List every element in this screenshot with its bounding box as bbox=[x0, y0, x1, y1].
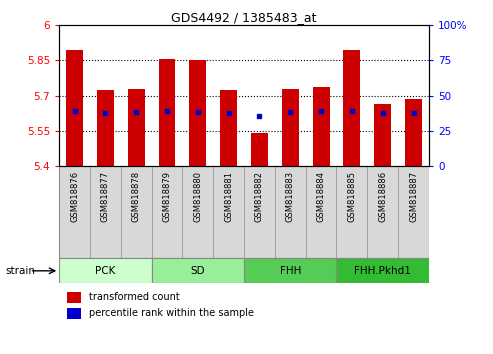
Bar bbox=[128, 88, 144, 166]
Text: PCK: PCK bbox=[95, 266, 115, 276]
Bar bbox=[336, 258, 429, 283]
Title: GDS4492 / 1385483_at: GDS4492 / 1385483_at bbox=[171, 11, 317, 24]
Bar bbox=[282, 88, 299, 166]
Bar bbox=[59, 258, 152, 283]
Text: FHH: FHH bbox=[280, 266, 301, 276]
Bar bbox=[66, 50, 83, 166]
Text: GSM818876: GSM818876 bbox=[70, 171, 79, 222]
Text: GSM818886: GSM818886 bbox=[378, 171, 387, 222]
Text: GSM818882: GSM818882 bbox=[255, 171, 264, 222]
Text: SD: SD bbox=[190, 266, 205, 276]
Bar bbox=[405, 99, 422, 166]
Bar bbox=[244, 258, 336, 283]
Text: GSM818884: GSM818884 bbox=[317, 171, 325, 222]
Text: strain: strain bbox=[5, 266, 35, 276]
Text: GSM818883: GSM818883 bbox=[286, 171, 295, 222]
Text: GSM818887: GSM818887 bbox=[409, 171, 418, 222]
Text: percentile rank within the sample: percentile rank within the sample bbox=[89, 308, 254, 318]
Text: transformed count: transformed count bbox=[89, 292, 179, 302]
Bar bbox=[189, 60, 206, 166]
Text: FHH.Pkhd1: FHH.Pkhd1 bbox=[354, 266, 411, 276]
Text: GSM818877: GSM818877 bbox=[101, 171, 110, 222]
Bar bbox=[152, 258, 244, 283]
Bar bbox=[97, 90, 114, 166]
Bar bbox=[344, 50, 360, 166]
Bar bbox=[220, 90, 237, 166]
Bar bbox=[159, 59, 176, 166]
Text: GSM818880: GSM818880 bbox=[193, 171, 202, 222]
Bar bbox=[313, 87, 329, 166]
Bar bbox=[67, 292, 81, 303]
Bar bbox=[374, 104, 391, 166]
Text: GSM818881: GSM818881 bbox=[224, 171, 233, 222]
Text: GSM818885: GSM818885 bbox=[348, 171, 356, 222]
Bar bbox=[251, 133, 268, 166]
Text: GSM818879: GSM818879 bbox=[163, 171, 172, 222]
Bar bbox=[67, 308, 81, 319]
Text: GSM818878: GSM818878 bbox=[132, 171, 141, 222]
